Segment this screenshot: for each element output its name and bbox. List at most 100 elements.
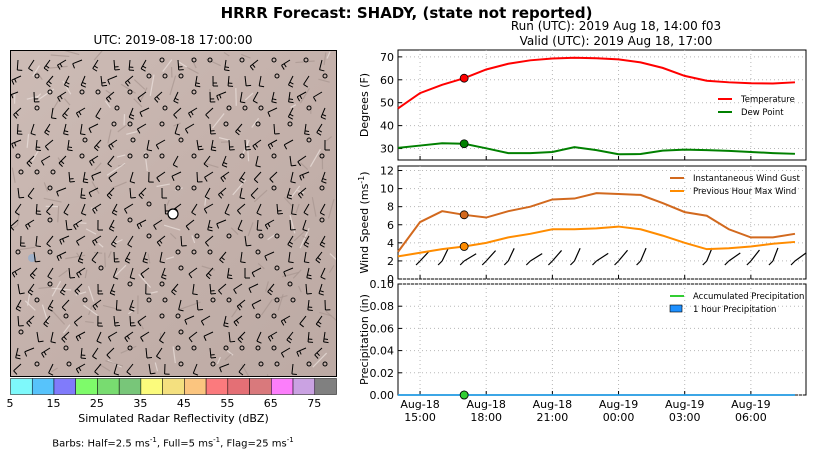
terrain-ridge xyxy=(106,162,126,176)
wind-barb-feather xyxy=(237,210,242,215)
wind-barb xyxy=(153,219,163,226)
wind-barb xyxy=(203,155,211,165)
terrain-ridge xyxy=(202,162,219,168)
wind-barb-feather xyxy=(240,177,245,181)
wind-barb xyxy=(204,171,214,178)
wind-barb xyxy=(128,107,134,118)
wind-barb xyxy=(251,267,262,274)
wind-barb-feather xyxy=(124,208,128,214)
wind-barb-feather xyxy=(221,256,225,261)
calm-wind-circle xyxy=(223,121,229,127)
calm-wind-circle xyxy=(98,265,104,271)
colorbar-tick-label: 45 xyxy=(176,397,191,410)
wind-barb-feather xyxy=(44,132,50,136)
terrain-ridge xyxy=(50,308,66,325)
wind-barb xyxy=(194,75,198,86)
y-tick-label: 40 xyxy=(380,120,394,133)
wind-barb xyxy=(156,235,166,243)
wind-barb-feather xyxy=(303,83,309,88)
wind-barb-feather xyxy=(64,112,68,117)
colorbar-tick-label: 25 xyxy=(89,397,104,410)
wind-barb-feather xyxy=(296,351,300,357)
wind-barb xyxy=(159,331,166,341)
wind-barb-feather xyxy=(316,132,322,136)
terrain-ridge xyxy=(247,222,254,237)
wind-barb-feather xyxy=(219,259,224,264)
wind-barb xyxy=(267,283,275,293)
wind-barb xyxy=(68,171,71,183)
wind-barb xyxy=(640,247,647,262)
terrain-ridge xyxy=(177,61,189,69)
wind-barb xyxy=(92,347,99,357)
wind-barb xyxy=(145,347,148,359)
wind-barb xyxy=(140,331,150,338)
wind-barb-feather xyxy=(547,260,553,266)
calm-wind-circle xyxy=(175,249,181,255)
wind-barb-feather xyxy=(46,211,51,216)
terrain-ridge xyxy=(91,181,100,194)
wind-barb-feather xyxy=(14,271,18,276)
wind-barb-feather xyxy=(109,228,115,232)
wind-barb xyxy=(161,267,166,278)
wind-barb-feather xyxy=(95,116,101,120)
wind-barb-feather xyxy=(288,98,294,100)
wind-barb-feather xyxy=(28,320,32,325)
wind-barb-feather xyxy=(56,191,59,197)
wind-barb xyxy=(129,171,134,182)
terrain-ridge xyxy=(83,304,98,316)
wind-barb xyxy=(296,91,307,98)
terrain-ridge xyxy=(223,52,230,57)
wind-barb-feather xyxy=(45,321,49,325)
calm-wind-circle xyxy=(130,137,136,143)
wind-barb-feather xyxy=(307,309,313,312)
wind-barb xyxy=(92,235,102,242)
wind-barb xyxy=(286,331,294,341)
wind-barb xyxy=(80,187,83,198)
terrain-ridge xyxy=(104,100,111,108)
wind-barb-feather xyxy=(233,321,238,327)
terrain-ridge xyxy=(98,363,111,372)
wind-barb-feather xyxy=(92,305,97,311)
wind-barb-feather xyxy=(224,66,230,69)
wind-barb-feather xyxy=(107,163,112,168)
wind-barb-feather xyxy=(138,194,143,199)
wind-barb-feather xyxy=(63,212,69,216)
wind-barb-feather xyxy=(281,65,285,70)
wind-barb-feather xyxy=(291,164,297,167)
wind-barb xyxy=(237,203,246,211)
wind-barb xyxy=(191,203,198,213)
terrain-ridge xyxy=(191,235,196,244)
wind-barb-feather xyxy=(219,94,222,99)
calm-wind-circle xyxy=(271,345,277,351)
wind-barb-feather xyxy=(11,143,14,149)
wind-barb xyxy=(91,171,102,177)
terrain-ridge xyxy=(38,286,54,290)
wind-barb-feather xyxy=(124,260,130,264)
wind-barb xyxy=(316,123,323,133)
wind-barb-feather xyxy=(320,276,326,280)
wind-barb xyxy=(244,75,247,86)
wind-barb xyxy=(113,59,116,71)
wind-barb xyxy=(17,283,21,294)
calm-wind-circle xyxy=(274,233,280,239)
wind-barb xyxy=(223,315,227,326)
wind-barb xyxy=(28,59,35,69)
wind-barb-feather xyxy=(96,144,100,149)
terrain-ridge xyxy=(266,374,269,377)
wind-barb-feather xyxy=(316,352,320,357)
wind-barb-feather xyxy=(80,133,86,136)
terrain-ridge xyxy=(201,265,216,271)
wind-panel: 0 2 4 6 8 10 12 Wind Speed (ms-1) Instantaneous … xyxy=(357,165,807,286)
terrain-ridge xyxy=(186,66,199,75)
wind-barb xyxy=(80,347,83,358)
wind-barb-feather xyxy=(75,223,79,228)
wind-barb-feather xyxy=(237,338,242,344)
calm-wind-circle xyxy=(274,297,280,303)
wind-barb-feather xyxy=(287,194,292,197)
wind-barb xyxy=(281,347,291,354)
wind-barb-feather xyxy=(10,226,15,231)
wind-barb xyxy=(303,203,310,213)
wind-barb-feather xyxy=(80,357,86,359)
terrain-ridge xyxy=(216,356,221,365)
wind-barb-feather xyxy=(724,260,730,266)
